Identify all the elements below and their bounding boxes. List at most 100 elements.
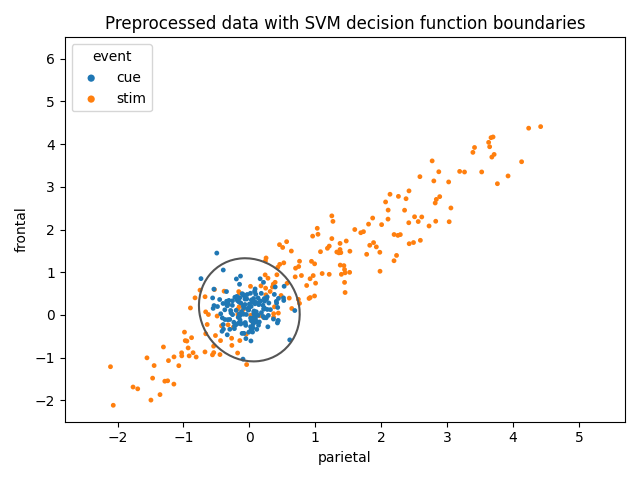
stim (383, 206, 393, 214)
cue (258, 312, 268, 320)
stim (269, 313, 279, 321)
stim (313, 230, 323, 238)
cue (238, 291, 248, 299)
stim (516, 158, 527, 166)
cue (250, 310, 260, 318)
stim (160, 377, 170, 385)
stim (212, 312, 222, 320)
stim (128, 383, 138, 391)
stim (272, 271, 282, 278)
stim (276, 292, 286, 300)
cue (259, 305, 269, 313)
cue (235, 294, 245, 301)
cue (290, 307, 300, 314)
stim (380, 198, 390, 206)
stim (309, 292, 319, 300)
cue (256, 289, 266, 297)
stim (488, 133, 498, 141)
stim (460, 168, 470, 176)
stim (169, 353, 179, 361)
stim (429, 177, 439, 185)
stim (349, 226, 360, 233)
stim (630, 76, 640, 84)
cue (248, 328, 258, 336)
cue (246, 296, 257, 304)
stim (477, 168, 487, 176)
cue (246, 323, 256, 331)
stim (202, 321, 212, 328)
stim (369, 239, 379, 246)
cue (207, 294, 218, 302)
stim (393, 231, 403, 239)
stim (310, 260, 320, 268)
cue (272, 319, 282, 327)
cue (235, 312, 245, 320)
cue (255, 275, 265, 283)
stim (291, 264, 301, 272)
stim (335, 261, 346, 269)
cue (259, 304, 269, 312)
cue (244, 306, 254, 314)
cue (241, 322, 251, 329)
stim (365, 241, 375, 249)
cue (234, 280, 244, 288)
stim (367, 214, 378, 222)
stim (241, 330, 252, 338)
cue (269, 290, 280, 298)
stim (207, 351, 218, 359)
cue (244, 304, 254, 312)
stim (296, 272, 307, 279)
stim (332, 248, 342, 256)
cue (270, 283, 280, 291)
cue (250, 317, 260, 324)
stim (362, 251, 372, 258)
cue (231, 307, 241, 314)
cue (273, 304, 283, 312)
cue (240, 295, 250, 303)
stim (376, 221, 387, 228)
cue (248, 324, 258, 332)
cue (227, 311, 237, 318)
stim (106, 363, 116, 371)
cue (244, 304, 254, 312)
cue (223, 316, 233, 324)
stim (294, 300, 305, 307)
stim (371, 243, 381, 251)
stim (158, 343, 168, 351)
stim (269, 303, 280, 311)
cue (251, 290, 261, 298)
stim (147, 374, 157, 382)
cue (218, 321, 228, 328)
stim (261, 254, 271, 262)
cue (196, 275, 206, 282)
stim (305, 294, 316, 301)
cue (229, 322, 239, 330)
stim (339, 278, 349, 286)
stim (146, 396, 156, 404)
stim (188, 349, 198, 357)
stim (312, 225, 323, 232)
stim (93, 427, 104, 434)
stim (268, 283, 278, 291)
stim (323, 244, 333, 252)
stim (294, 257, 305, 265)
stim (399, 206, 410, 214)
cue (240, 320, 250, 327)
stim (415, 237, 426, 244)
stim (404, 219, 414, 227)
cue (212, 249, 222, 257)
cue (239, 311, 249, 318)
cue (221, 301, 232, 309)
cue (218, 266, 228, 274)
cue (236, 320, 246, 328)
stim (410, 213, 420, 221)
stim (308, 272, 318, 279)
cue (243, 306, 253, 313)
stim (253, 319, 264, 326)
cue (259, 295, 269, 302)
cue (252, 325, 262, 333)
stim (293, 296, 303, 303)
cue (246, 314, 256, 322)
cue (240, 292, 250, 300)
cue (234, 294, 244, 302)
